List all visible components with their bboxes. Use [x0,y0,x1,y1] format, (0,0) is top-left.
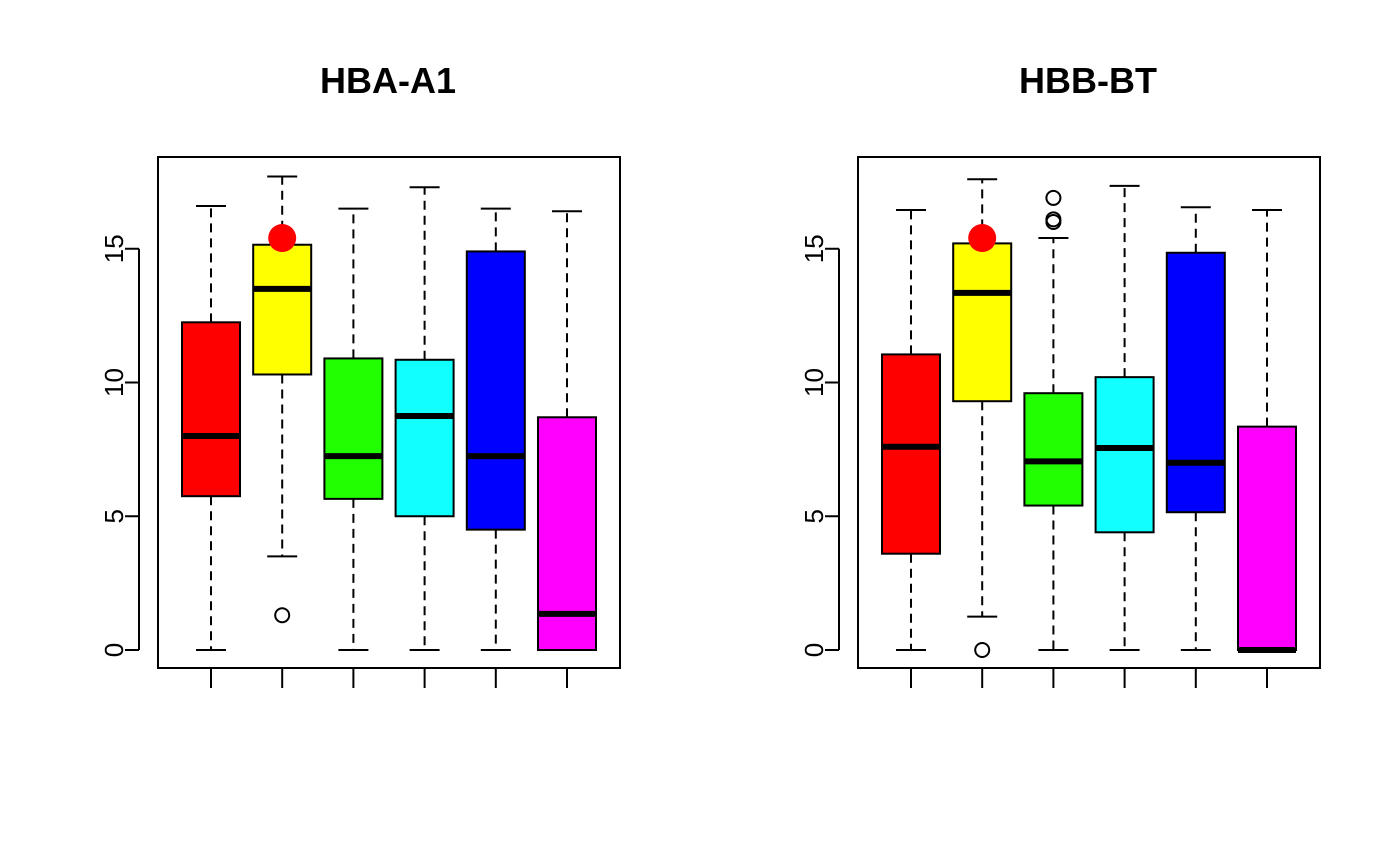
box-body [465,250,526,531]
y-tick-label: 10 [799,368,829,397]
box-5 [465,207,526,651]
y-tick-label: 15 [799,234,829,263]
box-body [252,243,313,376]
panel-hbb-bt: HBB-BT 0 5 10 15 [799,60,1321,688]
plot-frame [857,156,1321,669]
outlier-point [274,607,291,624]
box-body [881,353,941,555]
y-tick-label: 15 [99,234,129,263]
box-1 [881,208,941,651]
panel-title: HBB-BT [1019,60,1157,101]
box-2 [952,178,1013,658]
plot-frame [157,156,621,669]
box-3 [1023,189,1084,651]
box-body [181,321,241,498]
box-3 [323,207,384,651]
highlight-point [968,224,997,253]
box-4 [1094,184,1155,651]
y-tick-label: 5 [799,509,829,523]
y-tick-label: 10 [99,368,129,397]
box-body [1237,425,1297,652]
outlier-point [974,642,991,658]
box-body [1023,392,1084,507]
box-5 [1165,206,1226,651]
y-tick-label: 0 [799,643,829,657]
highlight-point [268,224,297,253]
outlier-point [1045,211,1062,228]
panel-hba-a1: HBA-A1 0 5 10 15 [99,60,621,688]
box-1 [181,204,241,651]
box-body [1094,376,1155,534]
box-body [323,357,384,500]
box-body [394,358,455,518]
panel-title: HBA-A1 [320,60,456,101]
box-body [952,242,1013,403]
box-6 [537,210,597,651]
box-body [1165,251,1226,514]
box-2 [252,175,313,624]
box-4 [394,186,455,651]
box-6 [1237,208,1297,653]
y-tick-label: 5 [99,509,129,523]
y-tick-label: 0 [99,643,129,657]
outlier-point [1045,189,1062,206]
